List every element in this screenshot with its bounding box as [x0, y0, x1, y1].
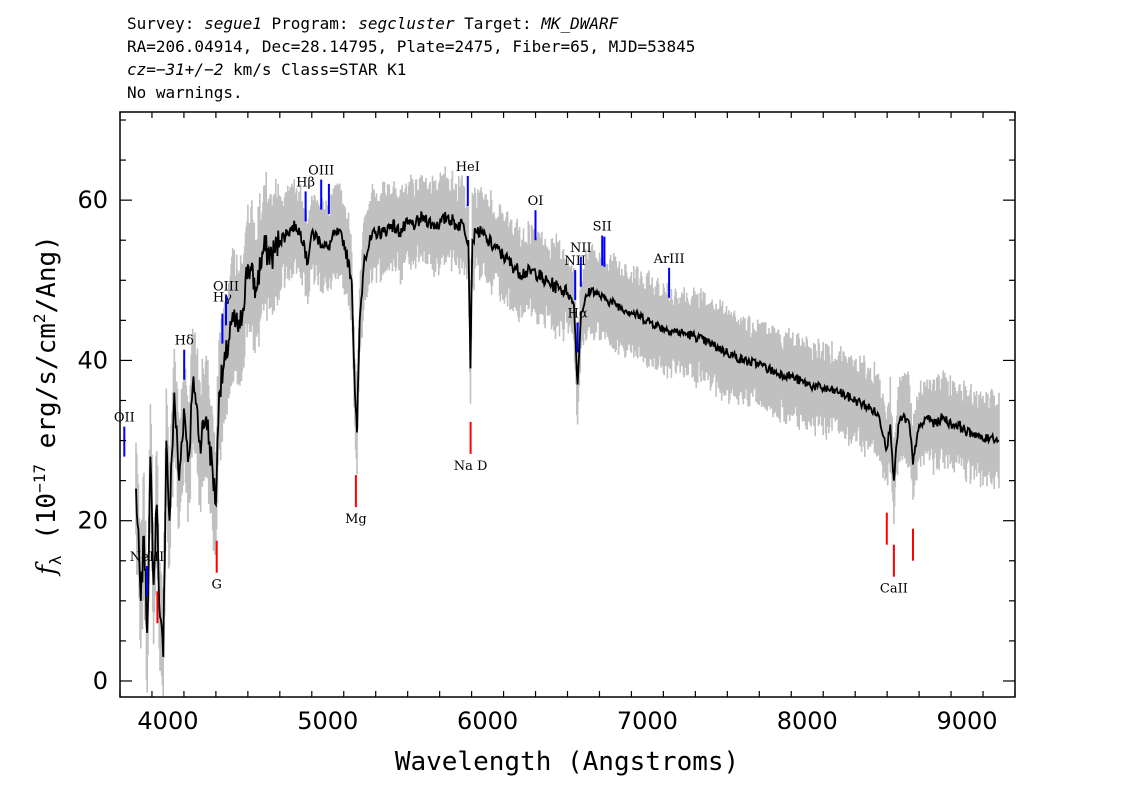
y-tick-label: 60	[77, 186, 108, 214]
survey-label: Survey:	[127, 14, 205, 33]
y-tick-label: 40	[77, 346, 108, 374]
flux-line	[135, 211, 1000, 657]
line-label-22: CaII	[880, 582, 908, 597]
program-value: segcluster	[358, 14, 455, 33]
flux-series	[135, 211, 1000, 657]
y-axis-title: fλ (10−17 erg/s/cm2/Ang)	[30, 235, 65, 577]
header-line-warnings: No warnings.	[127, 83, 243, 102]
line-label-1: NeIII	[130, 550, 164, 565]
line-label-9: OI	[528, 194, 544, 209]
line-label-12: NII	[570, 241, 592, 256]
line-label-20: Na D	[454, 459, 488, 474]
line-label-4: OIII	[213, 279, 239, 294]
x-tick-label: 6000	[457, 707, 518, 735]
redshift-value: cz=−31+/−2	[127, 60, 224, 79]
x-tick-label: 4000	[137, 707, 198, 735]
line-label-5: Hβ	[296, 175, 315, 190]
line-label-10: NII	[564, 254, 586, 269]
x-tick-label: 9000	[937, 707, 998, 735]
line-label-0: OII	[114, 411, 135, 426]
program-label: Program:	[261, 14, 359, 33]
line-label-6: OIII	[308, 164, 334, 179]
header-line-survey: Survey: segue1 Program: segcluster Targe…	[127, 12, 695, 35]
line-label-19: Mg	[345, 512, 367, 527]
class-value: km/s Class=STAR K1	[223, 60, 407, 79]
line-label-15: ArIII	[653, 252, 685, 267]
y-tick-label: 0	[93, 667, 108, 695]
header-line-redshift: cz=−31+/−2 km/s Class=STAR K1	[127, 58, 695, 81]
line-label-18: G	[212, 578, 222, 593]
target-label: Target:	[454, 14, 542, 33]
line-label-3: Hγ	[213, 291, 232, 306]
spectrum-header: Survey: segue1 Program: segcluster Targe…	[127, 12, 695, 104]
x-tick-label: 5000	[297, 707, 358, 735]
x-tick-label: 8000	[777, 707, 838, 735]
header-line-coordinates: RA=206.04914, Dec=28.14795, Plate=2475, …	[127, 37, 696, 56]
line-label-2: Hδ	[175, 334, 194, 349]
axes: 4000 5000 6000 7000 8000 9000 0 20 40 60	[77, 112, 1016, 735]
x-tick-label: 7000	[617, 707, 678, 735]
line-label-11: Hα	[568, 306, 588, 321]
line-label-13: SII	[593, 220, 612, 235]
target-value: MK_DWARF	[541, 14, 619, 33]
x-axis-title: Wavelength (Angstroms)	[395, 747, 739, 777]
y-tick-label: 20	[77, 507, 108, 535]
line-label-8: HeI	[456, 160, 480, 175]
survey-value: segue1	[204, 14, 262, 33]
